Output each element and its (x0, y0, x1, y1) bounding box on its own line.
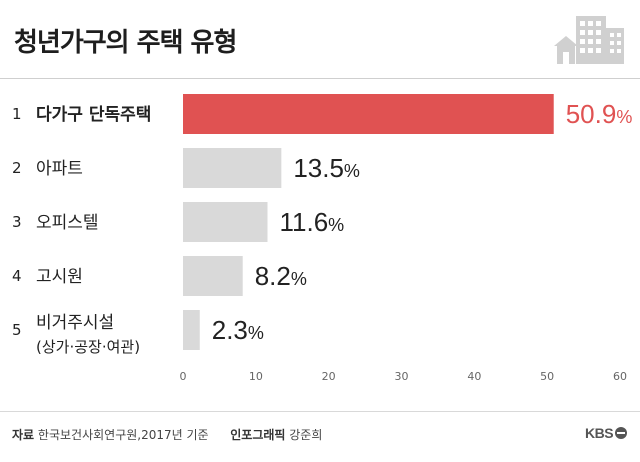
value-label: 50.9% (566, 99, 633, 129)
rank-label: 2 (12, 159, 22, 177)
header-divider (0, 78, 640, 79)
category-label: 오피스텔 (36, 213, 99, 233)
credit-value: 강준희 (289, 428, 323, 442)
category-label: 비거주시설 (36, 313, 114, 333)
bar (183, 94, 554, 134)
footer-divider (0, 411, 640, 412)
kbs-logo-text: KBS (585, 425, 614, 441)
chart-title: 청년가구의 주택 유형 (14, 28, 237, 58)
rank-label: 3 (12, 213, 22, 231)
bar (183, 202, 268, 242)
value-label: 2.3% (212, 315, 264, 345)
bar (183, 148, 282, 188)
building-icon (554, 16, 624, 64)
value-label: 13.5% (293, 153, 360, 183)
rank-label: 4 (12, 267, 22, 285)
credit-label: 인포그래픽 (230, 428, 286, 442)
footer: 자료 한국보건사회연구원,2017년 기준 인포그래픽 강준희 (12, 426, 322, 443)
source-value: 한국보건사회연구원,2017년 기준 (37, 428, 209, 442)
x-tick-label: 40 (467, 370, 481, 383)
value-label: 11.6% (279, 207, 344, 237)
rank-label: 1 (12, 105, 22, 123)
category-label: 다가구 단독주택 (36, 105, 151, 125)
bar (183, 256, 243, 296)
x-tick-label: 50 (540, 370, 554, 383)
x-tick-label: 20 (322, 370, 336, 383)
rank-label: 5 (12, 321, 22, 339)
kbs-logo-icon: KBS (585, 424, 628, 442)
source-label: 자료 (12, 428, 35, 442)
category-sublabel: (상가·공장·여관) (36, 338, 140, 356)
x-tick-label: 60 (613, 370, 627, 383)
bar-chart: 1 다가구 단독주택 50.9% 2 아파트 13.5% 3 오피스텔 11.6% 4 고시원 8.2… (12, 94, 633, 383)
bar (183, 310, 200, 350)
value-label: 8.2% (255, 261, 307, 291)
category-label: 고시원 (36, 267, 83, 287)
x-tick-label: 0 (180, 370, 187, 383)
x-tick-label: 10 (249, 370, 263, 383)
x-tick-label: 30 (395, 370, 409, 383)
category-label: 아파트 (36, 159, 83, 179)
